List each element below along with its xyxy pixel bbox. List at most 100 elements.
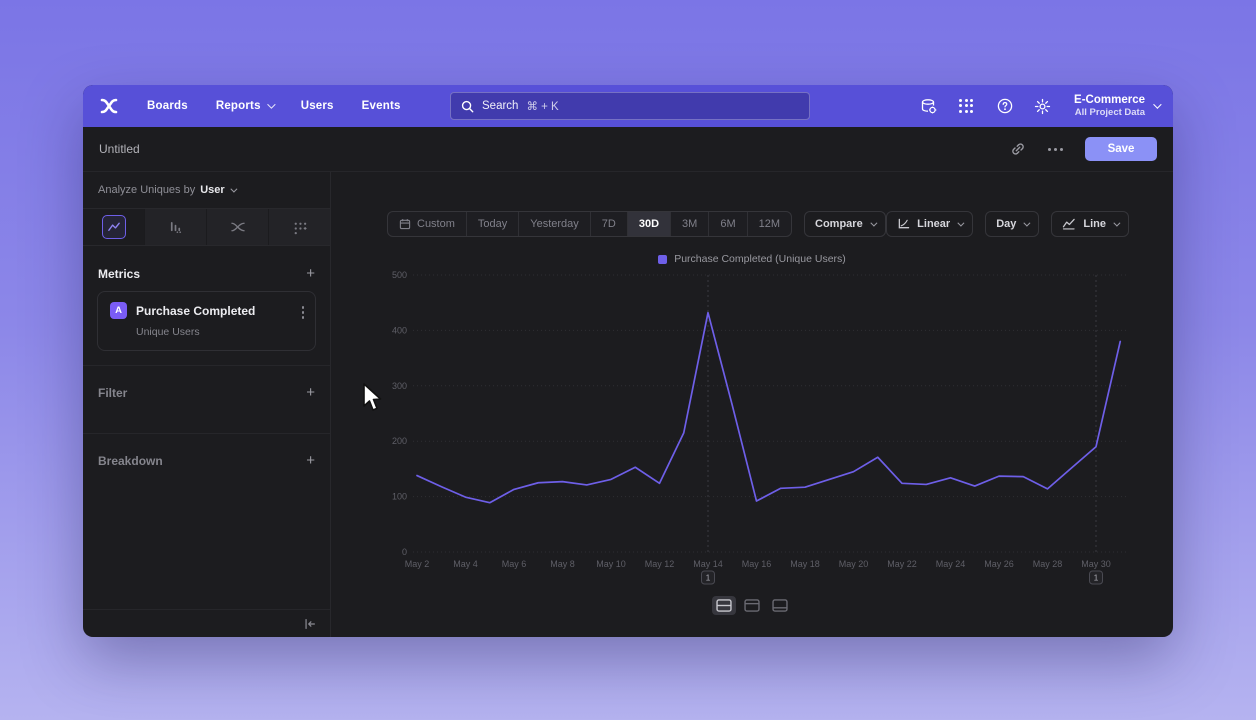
svg-text:200: 200: [392, 436, 407, 446]
query-sidebar: Analyze Uniques by User: [83, 172, 331, 637]
range-3m[interactable]: 3M: [671, 212, 710, 236]
metric-event-name[interactable]: Purchase Completed: [136, 303, 256, 318]
mixpanel-logo-icon[interactable]: [99, 96, 119, 116]
chevron-down-icon: [1023, 219, 1031, 227]
apps-grid-icon[interactable]: [958, 98, 975, 115]
svg-text:May 2: May 2: [405, 559, 430, 569]
layout-chart-top-button[interactable]: [740, 596, 764, 615]
svg-text:May 30: May 30: [1081, 559, 1111, 569]
content-area: Analyze Uniques by User: [83, 172, 1173, 637]
svg-text:May 10: May 10: [596, 559, 626, 569]
scale-dropdown[interactable]: Linear: [886, 211, 974, 237]
range-7d[interactable]: 7D: [591, 212, 628, 236]
save-button[interactable]: Save: [1085, 137, 1157, 161]
collapse-sidebar-icon[interactable]: [303, 617, 317, 631]
metric-card[interactable]: A Purchase Completed Unique Users: [97, 291, 316, 351]
chart-type-dropdown[interactable]: Line: [1051, 211, 1129, 237]
nav-item-reports[interactable]: Reports: [216, 100, 276, 112]
range-6m[interactable]: 6M: [709, 212, 748, 236]
line-chart-tab-icon: [101, 215, 126, 239]
range-custom[interactable]: Custom: [388, 212, 467, 236]
share-link-icon[interactable]: [1010, 141, 1026, 157]
add-breakdown-button[interactable]: +: [306, 452, 315, 469]
filter-section: Filter +: [83, 365, 330, 419]
nav-item-users[interactable]: Users: [300, 100, 334, 112]
svg-text:May 18: May 18: [790, 559, 820, 569]
legend-swatch: [658, 254, 668, 264]
chevron-down-icon: [1113, 219, 1121, 227]
tab-funnels[interactable]: [145, 209, 207, 245]
svg-text:May 28: May 28: [1033, 559, 1063, 569]
project-name: E-Commerce: [1074, 94, 1145, 106]
svg-text:100: 100: [392, 492, 407, 502]
add-filter-button[interactable]: +: [306, 384, 315, 401]
analyze-entity-dropdown[interactable]: User: [200, 184, 225, 196]
line-chart-svg[interactable]: 0 100 200 300 400 500 May 2 May 4 May 6 May 8 May …: [381, 268, 1141, 588]
granularity-dropdown[interactable]: Day: [985, 211, 1040, 237]
more-options-icon[interactable]: [1048, 147, 1063, 151]
layout-toggle-group: [331, 596, 1173, 615]
search-input[interactable]: Search ⌘ + K: [450, 92, 810, 120]
chevron-down-icon: [957, 219, 965, 227]
breakdown-label: Breakdown: [98, 453, 163, 468]
search-icon: [461, 100, 474, 112]
report-toolbar: Untitled Save: [83, 127, 1173, 172]
svg-text:1: 1: [1094, 573, 1099, 583]
tab-flows[interactable]: [207, 209, 269, 245]
svg-text:1: 1: [706, 573, 711, 583]
breakdown-section: Breakdown +: [83, 433, 330, 487]
line-chart-icon: [1063, 218, 1076, 230]
metric-aggregation[interactable]: Unique Users: [136, 326, 200, 338]
svg-text:400: 400: [392, 325, 407, 335]
svg-text:May 14: May 14: [693, 559, 723, 569]
help-icon[interactable]: [996, 98, 1013, 115]
svg-text:May 16: May 16: [742, 559, 772, 569]
project-selector[interactable]: E-Commerce All Project Data: [1074, 94, 1162, 118]
metrics-section-header: Metrics +: [98, 266, 315, 281]
compare-button[interactable]: Compare: [804, 211, 886, 237]
calendar-icon: [399, 219, 411, 230]
nav-item-events[interactable]: Events: [361, 100, 401, 112]
metrics-label: Metrics: [98, 266, 141, 281]
tab-retention[interactable]: [269, 209, 330, 245]
metric-options-icon[interactable]: [301, 306, 304, 319]
metric-series-badge: A: [110, 302, 127, 319]
date-range-segmented-control: Custom Today Yesterday 7D 30D 3M 6M 12M: [387, 211, 793, 237]
svg-text:May 26: May 26: [984, 559, 1014, 569]
nav-item-boards[interactable]: Boards: [147, 100, 188, 112]
search-shortcut: ⌘ + K: [526, 101, 559, 113]
toolbar-right-group: Save: [1010, 137, 1157, 161]
svg-text:500: 500: [392, 270, 407, 280]
report-title[interactable]: Untitled: [99, 142, 140, 156]
layout-split-button[interactable]: [712, 596, 736, 615]
chart-panel: Custom Today Yesterday 7D 30D 3M 6M 12M …: [331, 172, 1173, 637]
tab-insights[interactable]: [83, 209, 145, 245]
analyze-label: Analyze Uniques by: [98, 184, 196, 196]
chart-legend[interactable]: Purchase Completed (Unique Users): [331, 253, 1173, 265]
range-today[interactable]: Today: [467, 212, 520, 236]
flows-tab-icon: [230, 222, 245, 232]
svg-text:0: 0: [402, 547, 407, 557]
data-management-icon[interactable]: [920, 98, 937, 115]
range-yesterday[interactable]: Yesterday: [519, 212, 591, 236]
range-30d[interactable]: 30D: [627, 212, 672, 236]
sidebar-footer: [83, 609, 330, 637]
chevron-down-icon: [870, 219, 878, 227]
bar-chart-tab-icon: [170, 221, 182, 233]
settings-gear-icon[interactable]: [1034, 98, 1051, 115]
chevron-down-icon: [230, 185, 238, 193]
project-scope: All Project Data: [1074, 107, 1145, 118]
add-metric-button[interactable]: +: [306, 265, 315, 282]
svg-text:May 6: May 6: [502, 559, 527, 569]
chart-display-controls: Linear Day Line: [886, 211, 1129, 237]
chart-controls-row: Custom Today Yesterday 7D 30D 3M 6M 12M …: [387, 211, 1129, 237]
layout-chart-only-button[interactable]: [768, 596, 792, 615]
nav-right-group: E-Commerce All Project Data: [920, 85, 1162, 127]
svg-text:May 24: May 24: [936, 559, 966, 569]
range-12m[interactable]: 12M: [758, 218, 781, 230]
filter-label: Filter: [98, 385, 128, 400]
search-placeholder: Search: [482, 100, 519, 112]
svg-text:May 4: May 4: [453, 559, 478, 569]
svg-text:300: 300: [392, 381, 407, 391]
axis-scale-icon: [898, 218, 910, 229]
